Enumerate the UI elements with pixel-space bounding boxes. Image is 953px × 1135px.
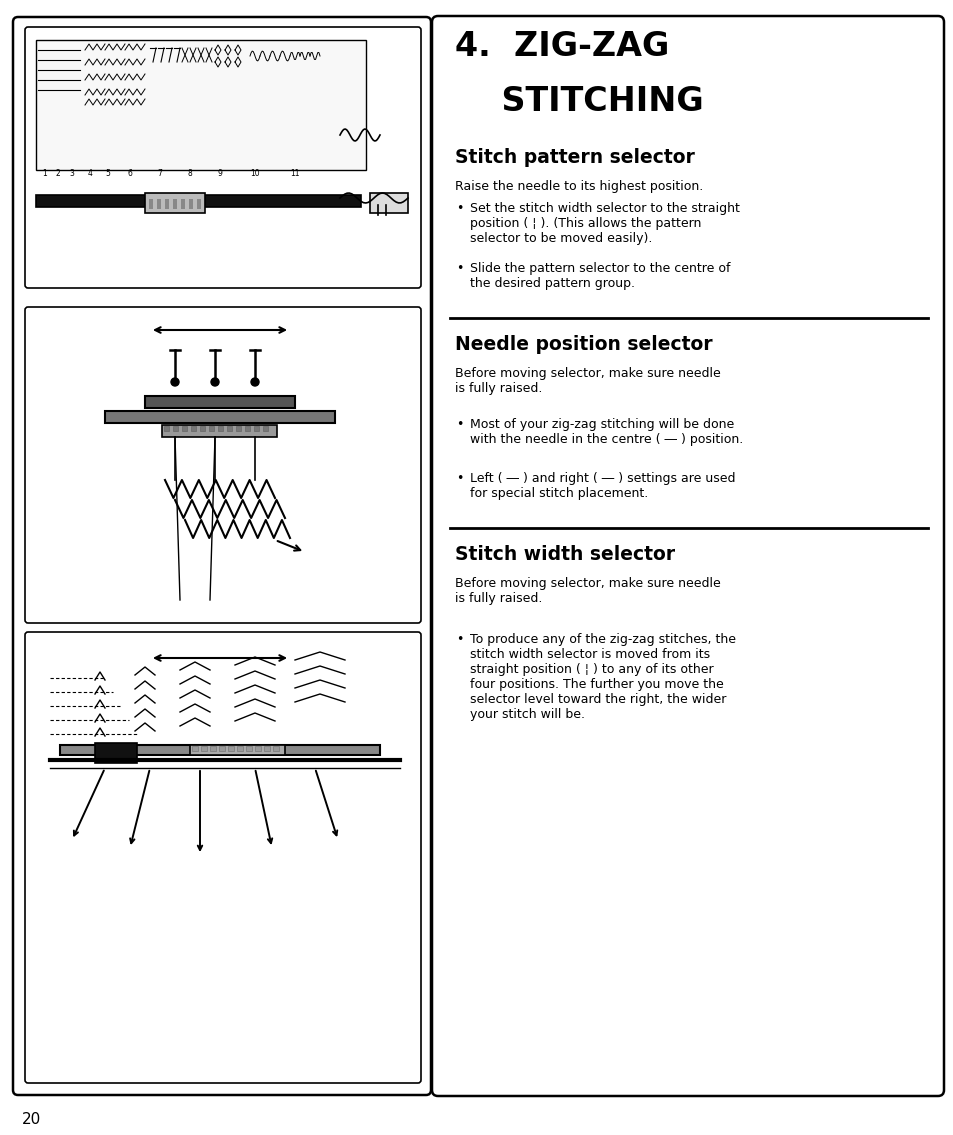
Text: Stitch width selector: Stitch width selector [455, 545, 675, 564]
Circle shape [251, 378, 258, 386]
Text: •: • [456, 472, 463, 485]
Bar [192, 746, 198, 751]
Bar [145, 396, 294, 407]
Bar [236, 746, 243, 751]
Bar [218, 426, 223, 431]
FancyBboxPatch shape [13, 17, 431, 1095]
Bar [95, 743, 137, 763]
Bar [201, 746, 207, 751]
Bar [189, 199, 193, 209]
Bar [145, 193, 205, 213]
Bar [162, 424, 276, 437]
FancyBboxPatch shape [432, 16, 943, 1096]
Bar [172, 199, 177, 209]
Text: Raise the needle to its highest position.: Raise the needle to its highest position… [455, 180, 702, 193]
Bar [36, 195, 360, 207]
Bar [191, 426, 195, 431]
Text: •: • [456, 262, 463, 275]
Text: 7: 7 [157, 169, 162, 178]
Bar [254, 746, 261, 751]
Text: Stitch pattern selector: Stitch pattern selector [455, 148, 694, 167]
Text: To produce any of the zig-zag stitches, the
stitch width selector is moved from : To produce any of the zig-zag stitches, … [470, 633, 735, 721]
Bar [36, 40, 366, 170]
Bar [105, 411, 335, 423]
Bar [264, 746, 270, 751]
Bar [149, 199, 152, 209]
Text: •: • [456, 418, 463, 431]
Text: 9: 9 [217, 169, 222, 178]
Text: Most of your zig-zag stitching will be done
with the needle in the centre ( ― ) : Most of your zig-zag stitching will be d… [470, 418, 742, 446]
Text: STITCHING: STITCHING [455, 85, 703, 118]
Text: 10: 10 [250, 169, 259, 178]
Text: Before moving selector, make sure needle
is fully raised.: Before moving selector, make sure needle… [455, 577, 720, 605]
Bar [181, 199, 185, 209]
Bar [164, 426, 169, 431]
Text: 2: 2 [55, 169, 60, 178]
Bar [273, 746, 278, 751]
FancyBboxPatch shape [25, 632, 420, 1083]
Bar [60, 745, 379, 755]
Text: •: • [456, 633, 463, 646]
Bar [245, 426, 250, 431]
Bar [209, 426, 213, 431]
Bar [263, 426, 268, 431]
Text: Slide the pattern selector to the centre of
the desired pattern group.: Slide the pattern selector to the centre… [470, 262, 730, 291]
Bar [157, 199, 161, 209]
Text: Before moving selector, make sure needle
is fully raised.: Before moving selector, make sure needle… [455, 367, 720, 395]
Text: 4: 4 [88, 169, 92, 178]
Text: 1: 1 [43, 169, 48, 178]
Text: 4.  ZIG-ZAG: 4. ZIG-ZAG [455, 30, 669, 64]
Bar [165, 199, 169, 209]
Text: 8: 8 [188, 169, 193, 178]
Bar [235, 426, 241, 431]
Text: Left ( ― ) and right ( ― ) settings are used
for special stitch placement.: Left ( ― ) and right ( ― ) settings are … [470, 472, 735, 501]
Bar [227, 426, 232, 431]
Bar [172, 426, 178, 431]
Text: 20: 20 [22, 1112, 41, 1127]
Circle shape [211, 378, 219, 386]
FancyBboxPatch shape [25, 306, 420, 623]
Bar [253, 426, 258, 431]
Text: 5: 5 [106, 169, 111, 178]
Bar [228, 746, 233, 751]
Bar [182, 426, 187, 431]
Bar [210, 746, 215, 751]
Text: Set the stitch width selector to the straight
position ( ¦ ). (This allows the p: Set the stitch width selector to the str… [470, 202, 740, 245]
Text: Needle position selector: Needle position selector [455, 335, 712, 354]
Bar [200, 426, 205, 431]
Bar [246, 746, 252, 751]
Text: •: • [456, 202, 463, 215]
Bar [196, 199, 201, 209]
Text: 3: 3 [70, 169, 74, 178]
Bar [370, 193, 408, 213]
Text: 6: 6 [128, 169, 132, 178]
FancyBboxPatch shape [25, 27, 420, 288]
Circle shape [171, 378, 179, 386]
Bar [190, 745, 285, 755]
Text: 11: 11 [290, 169, 299, 178]
Bar [219, 746, 225, 751]
